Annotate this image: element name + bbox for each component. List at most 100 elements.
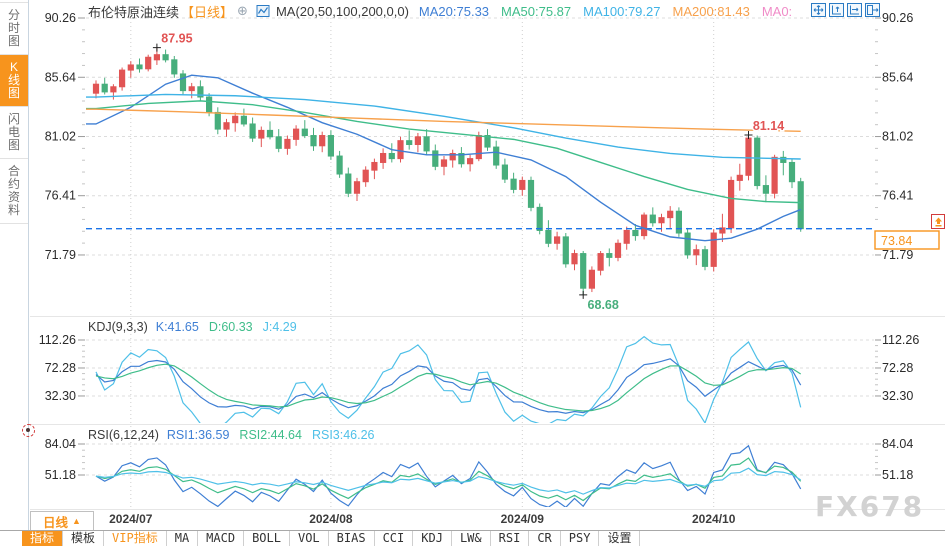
candle-57	[588, 269, 595, 289]
tab-VIP指标[interactable]: VIP指标	[104, 531, 167, 546]
candle-61	[623, 229, 630, 244]
sidebar-item-0[interactable]: 分时图	[0, 2, 28, 55]
tab-模板[interactable]: 模板	[63, 531, 105, 546]
x-axis-label-0: 2024/07	[109, 512, 153, 526]
zoom-horizontal-icon[interactable]	[847, 3, 862, 17]
candle-51	[536, 206, 543, 231]
period-selector[interactable]: 日线 ▲	[30, 511, 94, 531]
rsi-value-1: RSI2:44.64	[239, 428, 302, 442]
candle-60	[614, 242, 622, 258]
candle-38	[423, 136, 430, 152]
tab-设置[interactable]: 设置	[599, 531, 641, 546]
add-indicator-icon[interactable]: ⊕	[237, 3, 248, 18]
candle-80	[788, 161, 796, 183]
candle-13	[206, 96, 213, 113]
kdj-pane	[95, 335, 802, 423]
candle-55	[571, 253, 578, 265]
candles[interactable]	[92, 47, 804, 295]
tab-CCI[interactable]: CCI	[375, 531, 414, 546]
chart-style-icon[interactable]	[256, 4, 270, 18]
kdj-params-label: KDJ(9,3,3)	[88, 320, 148, 334]
candle-66	[667, 210, 674, 219]
period-tag[interactable]: 【日线】	[181, 4, 234, 20]
ma-legend-value-1: MA50:75.87	[501, 3, 572, 19]
tab-CR[interactable]: CR	[529, 531, 561, 546]
candle-12	[197, 86, 204, 98]
chart-toolbar	[811, 3, 880, 17]
zoom-vertical-icon[interactable]	[829, 3, 844, 17]
tab-指标[interactable]: 指标	[22, 531, 64, 546]
tab-MA[interactable]: MA	[167, 531, 199, 546]
candle-43	[467, 158, 474, 165]
tab-RSI[interactable]: RSI	[491, 531, 530, 546]
candle-17	[240, 115, 248, 125]
tab-MACD[interactable]: MACD	[198, 531, 245, 546]
price-tick-3-left: 76.41	[45, 189, 76, 203]
candle-34	[388, 152, 395, 160]
price-alert-icon[interactable]	[931, 214, 945, 229]
rsi3-line	[95, 467, 802, 495]
candle-22	[284, 138, 291, 149]
price-tick-4-right: 71.79	[882, 248, 913, 262]
candle-4	[127, 64, 134, 71]
rsi-tick-1-right: 51.18	[882, 468, 913, 482]
tab-LW&[interactable]: LW&	[452, 531, 491, 546]
marker-cross-icon	[744, 131, 753, 140]
candle-40	[440, 159, 448, 167]
caret-up-icon: ▲	[72, 516, 81, 526]
candle-53	[554, 236, 561, 244]
rsi-header: RSI(6,12,24) RSI1:36.59 RSI2:44.64 RSI3:46…	[88, 428, 385, 442]
rsi-pane	[95, 444, 802, 507]
price-annotation-1: 81.14	[753, 119, 784, 133]
sidebar-item-3[interactable]: 合约资料	[0, 159, 28, 224]
current-price-value: 73.84	[881, 234, 912, 248]
pane-marker-icon[interactable]	[22, 424, 35, 437]
tab-PSY[interactable]: PSY	[561, 531, 600, 546]
tab-BIAS[interactable]: BIAS	[329, 531, 375, 546]
watermark: FX678	[815, 490, 925, 523]
price-tick-3-right: 76.41	[882, 189, 913, 203]
candle-56	[580, 253, 587, 289]
x-axis-label-1: 2024/08	[309, 512, 353, 526]
candle-46	[493, 146, 500, 166]
candle-32	[371, 161, 378, 171]
kdj-tick-0-left: 112.26	[39, 333, 76, 347]
candle-44	[475, 135, 482, 160]
candle-58	[597, 253, 604, 271]
candle-0	[92, 83, 100, 94]
candle-9	[171, 59, 178, 75]
rsi-tick-1-left: 51.18	[45, 468, 76, 482]
instrument-title: 布伦特原油连续	[88, 4, 180, 20]
tab-BOLL[interactable]: BOLL	[244, 531, 290, 546]
candle-50	[527, 179, 535, 208]
candle-45	[484, 135, 491, 148]
candle-14	[214, 111, 221, 130]
pan-icon[interactable]	[811, 3, 826, 17]
kdj-tick-0-right: 112.26	[882, 333, 919, 347]
ma-legend-value-4: MA0:	[761, 3, 793, 19]
candle-27	[327, 135, 334, 157]
candle-28	[336, 155, 343, 175]
ma200-line	[86, 108, 801, 132]
candle-73	[728, 179, 735, 229]
sidebar-item-2[interactable]: 闪电图	[0, 107, 28, 159]
ma100-line	[86, 93, 801, 160]
candle-37	[414, 136, 421, 146]
candle-42	[458, 152, 465, 165]
candle-64	[649, 214, 656, 224]
candle-49	[519, 179, 526, 190]
candle-6	[145, 56, 152, 70]
x-axis-label-3: 2024/10	[692, 512, 736, 526]
candle-36	[406, 140, 413, 146]
ma50-line	[86, 100, 801, 204]
candlestick-chart[interactable]: 90.26 90.26 85.64 85.64 81.02 81.02 76.41 76.41…	[30, 0, 945, 529]
ma-legend: MA20:75.33 MA50:75.87 MA100:79.27 MA200:81.…	[419, 4, 804, 19]
candle-74	[736, 174, 743, 181]
ma-params-label: MA(20,50,100,200,0,0)	[275, 3, 409, 19]
tab-KDJ[interactable]: KDJ	[413, 531, 452, 546]
detach-window-icon[interactable]	[865, 3, 880, 17]
candle-39	[432, 150, 439, 167]
tab-VOL[interactable]: VOL	[290, 531, 329, 546]
